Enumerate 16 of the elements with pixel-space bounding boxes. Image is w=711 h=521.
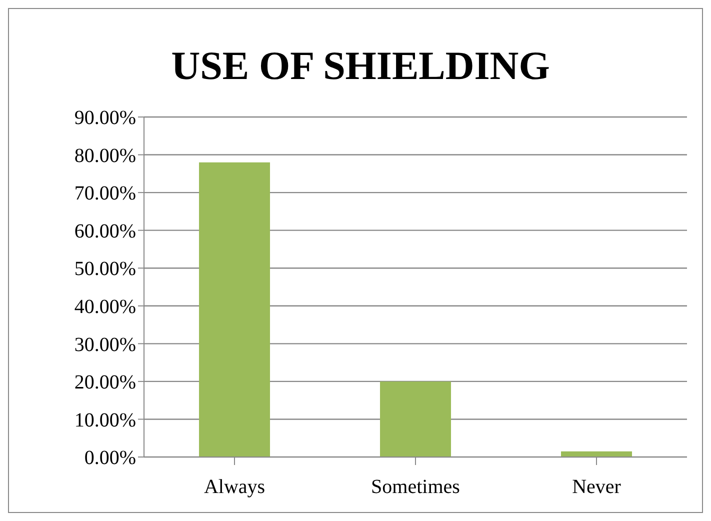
- x-tick-label: Sometimes: [371, 476, 460, 498]
- y-tick-label: 40.00%: [74, 296, 136, 318]
- x-tick-label: Always: [204, 476, 266, 498]
- chart-title: USE OF SHIELDING: [171, 42, 550, 89]
- y-tick-label: 20.00%: [74, 372, 136, 394]
- y-tick-label: 80.00%: [74, 144, 136, 167]
- y-tick-label: 10.00%: [74, 409, 136, 432]
- y-tick-label: 90.00%: [74, 107, 136, 130]
- bar: [380, 381, 451, 457]
- y-tick-label: 60.00%: [74, 220, 136, 242]
- y-tick-label: 70.00%: [74, 182, 136, 205]
- y-tick-label: 50.00%: [74, 258, 136, 280]
- x-tick-label: Never: [572, 476, 622, 498]
- y-tick-label: 0.00%: [84, 447, 136, 470]
- y-tick-label: 30.00%: [74, 334, 136, 356]
- bar: [199, 162, 270, 457]
